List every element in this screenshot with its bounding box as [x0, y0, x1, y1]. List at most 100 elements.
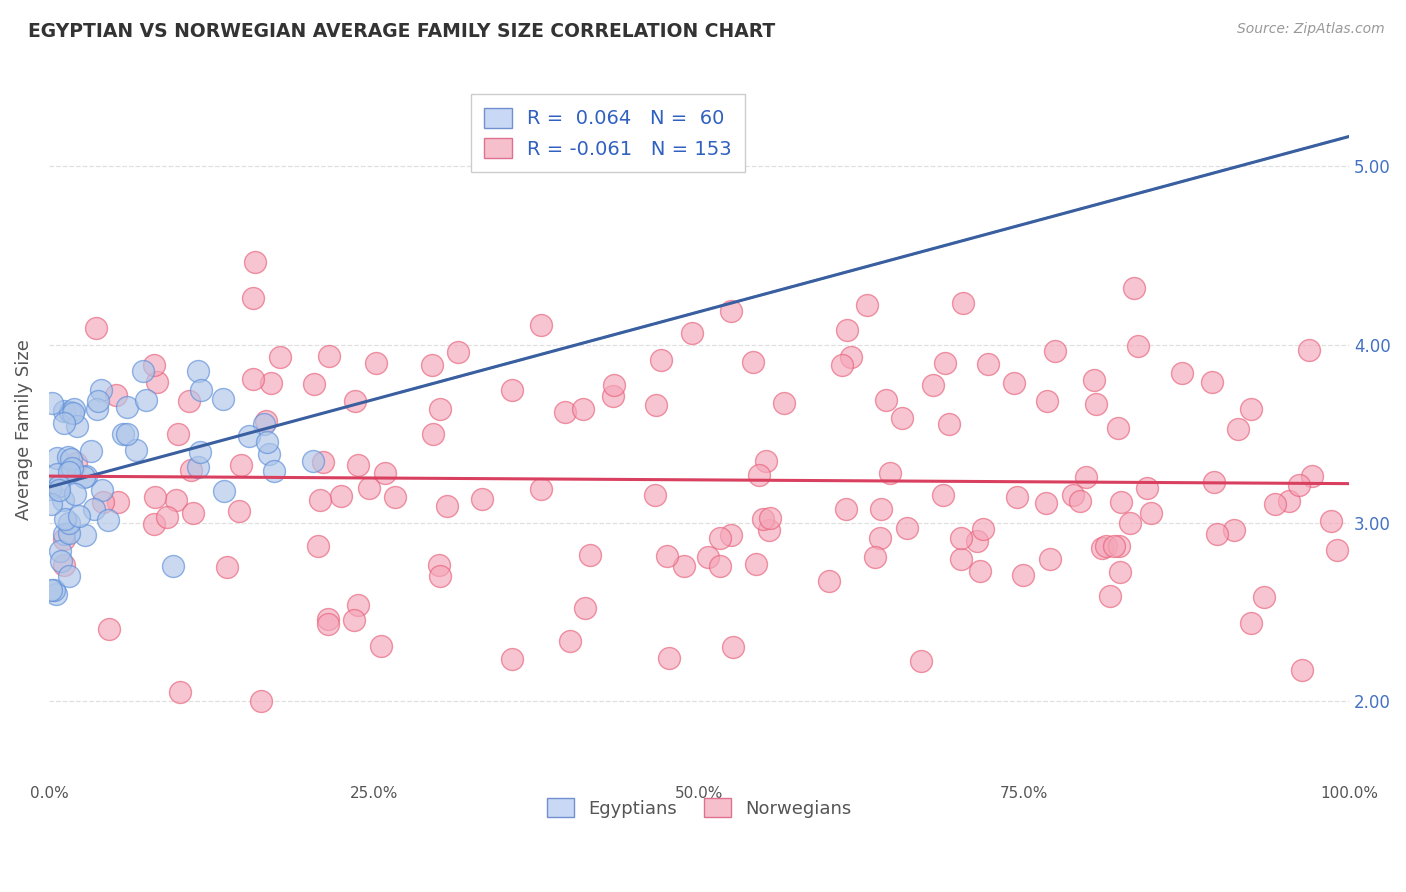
- Point: [1240, 401, 1263, 416]
- Point: [48, 483, 70, 497]
- Point: [1098, 589, 1121, 603]
- Point: [52, 526, 75, 541]
- Point: [1062, 488, 1084, 502]
- Point: [52, 492, 75, 507]
- Point: [870, 501, 893, 516]
- Point: [879, 466, 901, 480]
- Point: [720, 303, 742, 318]
- Point: [681, 326, 703, 340]
- Point: [1170, 366, 1192, 380]
- Point: [187, 364, 209, 378]
- Point: [1005, 490, 1028, 504]
- Point: [143, 517, 166, 532]
- Point: [347, 598, 370, 612]
- Point: [243, 255, 266, 269]
- Point: [572, 401, 595, 416]
- Point: [839, 350, 862, 364]
- Point: [51, 554, 73, 568]
- Point: [181, 506, 204, 520]
- Point: [41, 396, 63, 410]
- Point: [53, 512, 76, 526]
- Point: [574, 601, 596, 615]
- Point: [53, 532, 76, 546]
- Point: [755, 454, 778, 468]
- Point: [1039, 551, 1062, 566]
- Point: [60, 452, 83, 467]
- Point: [53, 416, 76, 430]
- Point: [972, 522, 994, 536]
- Point: [447, 345, 470, 359]
- Point: [45, 451, 67, 466]
- Point: [1128, 339, 1150, 353]
- Point: [1205, 526, 1227, 541]
- Point: [318, 349, 340, 363]
- Point: [59, 463, 82, 477]
- Point: [863, 549, 886, 564]
- Point: [60, 461, 83, 475]
- Point: [67, 508, 90, 523]
- Point: [132, 364, 155, 378]
- Point: [966, 534, 988, 549]
- Point: [831, 358, 853, 372]
- Point: [1109, 565, 1132, 579]
- Point: [1084, 397, 1107, 411]
- Point: [39, 497, 62, 511]
- Point: [374, 466, 396, 480]
- Point: [1140, 506, 1163, 520]
- Point: [501, 652, 523, 666]
- Point: [1011, 568, 1033, 582]
- Point: [501, 383, 523, 397]
- Point: [307, 539, 329, 553]
- Point: [229, 458, 252, 472]
- Point: [115, 401, 138, 415]
- Point: [316, 612, 339, 626]
- Point: [554, 405, 576, 419]
- Point: [427, 558, 450, 572]
- Point: [856, 298, 879, 312]
- Point: [111, 427, 134, 442]
- Point: [578, 548, 600, 562]
- Point: [772, 395, 794, 409]
- Point: [39, 482, 62, 496]
- Point: [1035, 495, 1057, 509]
- Point: [343, 613, 366, 627]
- Point: [1095, 539, 1118, 553]
- Point: [891, 411, 914, 425]
- Point: [1223, 524, 1246, 538]
- Point: [242, 372, 264, 386]
- Point: [215, 560, 238, 574]
- Point: [59, 405, 82, 419]
- Point: [1291, 663, 1313, 677]
- Point: [1091, 541, 1114, 555]
- Point: [260, 376, 283, 390]
- Point: [302, 376, 325, 391]
- Point: [53, 403, 76, 417]
- Point: [723, 640, 745, 654]
- Point: [250, 694, 273, 708]
- Point: [125, 443, 148, 458]
- Point: [169, 684, 191, 698]
- Point: [80, 444, 103, 458]
- Point: [869, 531, 891, 545]
- Point: [751, 512, 773, 526]
- Point: [56, 450, 79, 464]
- Point: [190, 383, 212, 397]
- Point: [650, 353, 672, 368]
- Point: [146, 375, 169, 389]
- Point: [934, 356, 956, 370]
- Point: [742, 355, 765, 369]
- Point: [429, 569, 451, 583]
- Point: [107, 495, 129, 509]
- Point: [62, 406, 84, 420]
- Point: [65, 456, 87, 470]
- Point: [259, 447, 281, 461]
- Point: [672, 558, 695, 573]
- Point: [238, 429, 260, 443]
- Point: [1108, 539, 1130, 553]
- Point: [1122, 280, 1144, 294]
- Point: [46, 467, 69, 482]
- Point: [97, 513, 120, 527]
- Point: [316, 617, 339, 632]
- Point: [98, 622, 121, 636]
- Point: [256, 434, 278, 449]
